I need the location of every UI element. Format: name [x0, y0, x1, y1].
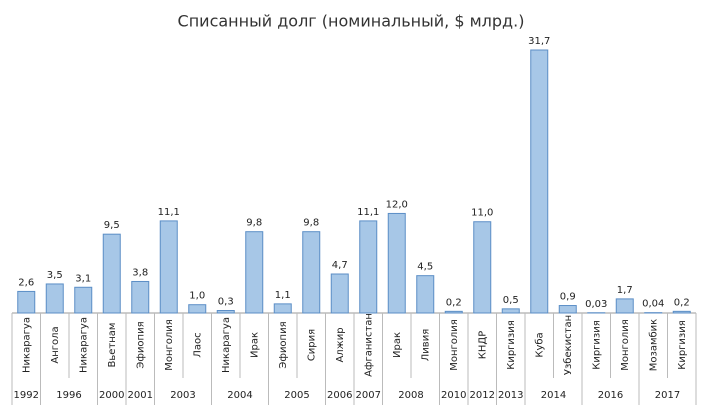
bar — [672, 310, 691, 314]
value-label: 1,0 — [189, 291, 205, 302]
value-label: 2,6 — [18, 277, 34, 288]
bar — [131, 280, 150, 314]
chart-title: Списанный долг (номинальный, $ млрд.) — [178, 12, 525, 31]
group-label: 2007 — [356, 390, 381, 401]
x-tick-label: КНДР — [477, 331, 488, 359]
value-label: 0,2 — [446, 297, 462, 308]
bar — [444, 310, 463, 314]
bar — [74, 286, 93, 314]
group-label: 2005 — [284, 390, 309, 401]
bar — [45, 283, 64, 314]
bar — [359, 220, 378, 314]
value-label: 11,0 — [471, 208, 493, 219]
value-label: 12,0 — [386, 199, 408, 210]
value-label: 3,8 — [132, 267, 148, 278]
x-tick-label: Киргизия — [506, 320, 517, 370]
bar — [102, 233, 121, 314]
x-tick-label: Лаос — [192, 332, 203, 357]
x-tick-label: Монголия — [164, 319, 175, 371]
group-label: 2000 — [99, 390, 124, 401]
bar — [17, 290, 36, 314]
value-label: 0,9 — [560, 292, 576, 303]
value-label: 1,1 — [275, 290, 291, 301]
bar — [273, 303, 292, 314]
group-label: 2010 — [441, 390, 466, 401]
bar — [473, 221, 492, 314]
x-tick-label: Мозамбик — [648, 319, 659, 371]
value-label: 3,5 — [47, 270, 63, 281]
group-label: 2012 — [470, 390, 495, 401]
group-label: 2017 — [655, 390, 680, 401]
value-label: 0,2 — [674, 297, 690, 308]
x-tick-label: Никарагуа — [221, 317, 232, 373]
x-tick-label: Афганистан — [363, 313, 374, 377]
bar — [330, 273, 349, 314]
value-label: 3,1 — [75, 273, 91, 284]
x-tick-label: Сирия — [306, 329, 317, 361]
group-label: 2001 — [128, 390, 153, 401]
x-tick-label: Монголия — [449, 319, 460, 371]
group-label: 1992 — [14, 390, 39, 401]
value-label: 0,5 — [503, 295, 519, 306]
value-label: 1,7 — [617, 285, 633, 296]
bar — [387, 212, 406, 314]
group-label: 2008 — [398, 390, 423, 401]
group-label: 2013 — [498, 390, 523, 401]
x-tick-label: Куба — [534, 332, 545, 357]
bar — [530, 49, 549, 314]
value-label: 11,1 — [357, 207, 379, 218]
value-label: 4,5 — [417, 262, 433, 273]
group-label: 2014 — [541, 390, 566, 401]
value-label: 9,8 — [246, 218, 262, 229]
value-label: 9,8 — [303, 218, 319, 229]
x-tick-label: Узбекистан — [563, 315, 574, 375]
bar — [216, 310, 235, 314]
x-tick-label: Монголия — [620, 319, 631, 371]
x-tick-label: Ирак — [249, 332, 260, 358]
bar — [302, 231, 321, 314]
x-tick-label: Киргизия — [591, 320, 602, 370]
x-tick-label: Вьетнам — [107, 323, 118, 368]
x-tick-label: Никарагуа — [21, 317, 32, 373]
value-label: 9,5 — [104, 220, 120, 231]
x-tick-label: Никарагуа — [78, 317, 89, 373]
value-label: 11,1 — [158, 207, 180, 218]
x-tick-label: Ангола — [50, 326, 61, 363]
bar — [501, 308, 520, 314]
value-label: 0,03 — [585, 299, 607, 310]
group-label: 2004 — [227, 390, 252, 401]
value-label: 0,04 — [642, 299, 664, 310]
bar — [615, 298, 634, 314]
group-label: 2016 — [598, 390, 623, 401]
group-label: 2003 — [170, 390, 195, 401]
x-tick-label: Алжир — [335, 327, 346, 362]
group-label: 1996 — [56, 390, 81, 401]
x-tick-label: Эфиопия — [278, 321, 289, 368]
bar — [245, 231, 264, 314]
value-label: 0,3 — [218, 297, 234, 308]
x-tick-label: Эфиопия — [135, 321, 146, 368]
group-label: 2006 — [327, 390, 352, 401]
x-tick-label: Ливия — [420, 329, 431, 361]
bar — [416, 275, 435, 314]
bar — [159, 220, 178, 314]
bar — [188, 304, 207, 314]
x-tick-label: Ирак — [392, 332, 403, 358]
x-tick-label: Киргизия — [677, 320, 688, 370]
bar — [558, 305, 577, 314]
value-label: 31,7 — [528, 36, 550, 47]
value-label: 4,7 — [332, 260, 348, 271]
